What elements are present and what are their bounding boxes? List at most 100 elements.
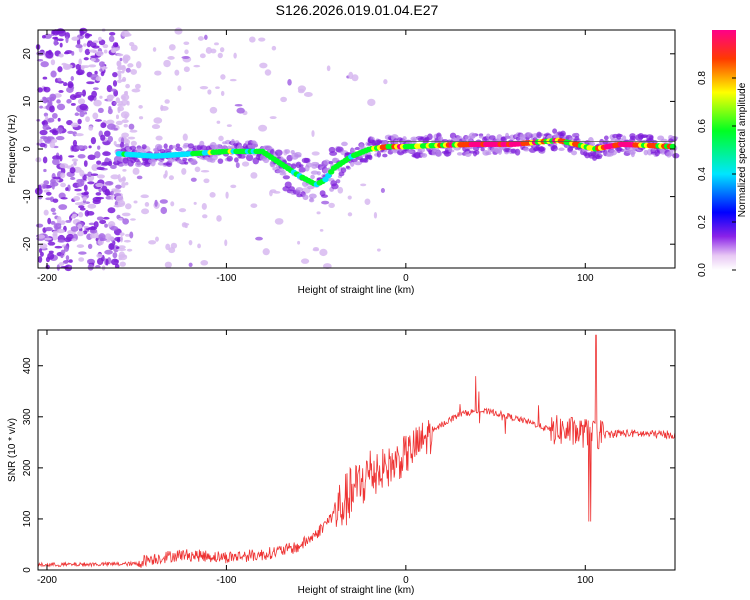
noise-speckle [209, 106, 218, 114]
y-tick-label: 200 [22, 459, 33, 476]
y-tick-label: 0 [22, 146, 33, 152]
noise-speckle [43, 168, 47, 173]
noise-speckle [87, 203, 97, 209]
noise-speckle [184, 224, 188, 229]
noise-speckle [50, 70, 57, 78]
noise-speckle [72, 139, 78, 147]
noise-speckle [177, 85, 182, 92]
noise-speckle [39, 129, 48, 136]
noise-speckle [124, 233, 131, 237]
noise-speckle [95, 50, 104, 57]
noise-speckle [215, 86, 220, 89]
colorbar-tick-label: 0.2 [697, 215, 708, 229]
noise-speckle [347, 212, 353, 217]
noise-speckle [39, 142, 46, 148]
noise-speckle [71, 238, 77, 242]
noise-speckle [94, 70, 98, 75]
track-halo [245, 154, 254, 162]
y-tick-label: 300 [22, 408, 33, 425]
track-halo [500, 136, 506, 141]
noise-speckle [79, 111, 85, 118]
track-halo [560, 130, 566, 137]
noise-speckle [117, 103, 126, 107]
noise-speckle [76, 182, 83, 187]
noise-speckle [241, 161, 250, 167]
noise-speckle [120, 111, 130, 119]
noise-speckle [128, 123, 135, 130]
noise-speckle [152, 47, 157, 52]
noise-speckle [367, 98, 376, 107]
noise-speckle [360, 183, 367, 187]
noise-speckle [44, 33, 52, 39]
x-tick-label: -200 [37, 273, 57, 284]
track-halo [252, 141, 258, 148]
track-halo [234, 157, 239, 163]
noise-speckle [319, 228, 324, 232]
noise-speckle [280, 96, 287, 103]
noise-speckle [121, 30, 130, 37]
track-halo [469, 135, 475, 139]
noise-speckle [233, 52, 237, 59]
noise-speckle [125, 67, 131, 73]
track-halo [616, 146, 622, 154]
track-halo [302, 194, 309, 201]
track-halo [630, 151, 635, 158]
noise-speckle [56, 99, 61, 104]
track-halo [648, 135, 654, 141]
noise-speckle [99, 219, 107, 225]
noise-speckle [101, 161, 110, 166]
noise-speckle [104, 223, 108, 228]
noise-speckle [97, 107, 104, 114]
noise-speckle [204, 34, 208, 40]
noise-speckle [86, 81, 95, 85]
track-halo [412, 138, 417, 144]
noise-speckle [194, 166, 201, 173]
noise-speckle [236, 107, 245, 114]
track-halo [184, 161, 189, 165]
track-halo [406, 150, 414, 154]
noise-speckle [84, 32, 90, 39]
noise-speckle [60, 172, 66, 179]
y-tick-label: 400 [22, 357, 33, 374]
noise-speckle [182, 133, 188, 141]
noise-speckle [49, 96, 55, 102]
noise-speckle [287, 78, 292, 86]
track-halo [310, 174, 315, 180]
track-halo [329, 151, 338, 156]
track-halo [298, 164, 304, 168]
track-halo [134, 161, 143, 168]
noise-speckle [58, 53, 64, 58]
noise-speckle [87, 40, 93, 43]
track-halo [295, 187, 304, 192]
noise-speckle [68, 259, 73, 263]
noise-speckle [78, 91, 84, 95]
noise-speckle [90, 173, 99, 176]
noise-speckle [203, 178, 210, 184]
noise-speckle [200, 170, 210, 173]
noise-speckle [74, 188, 82, 192]
noise-speckle [210, 48, 217, 54]
noise-speckle [312, 248, 320, 252]
noise-speckle [113, 140, 117, 146]
noise-speckle [183, 41, 190, 46]
noise-speckle [57, 29, 66, 37]
noise-speckle [50, 220, 56, 225]
noise-speckle [77, 223, 83, 229]
noise-speckle [55, 223, 62, 226]
track-halo [368, 154, 373, 161]
noise-speckle [83, 184, 88, 192]
track-halo [119, 141, 125, 149]
noise-speckle [110, 226, 119, 231]
noise-speckle [168, 175, 174, 181]
noise-speckle [122, 54, 131, 62]
track-halo [427, 133, 433, 141]
noise-speckle [155, 236, 159, 242]
noise-speckle [70, 215, 75, 219]
track-halo [505, 132, 510, 140]
noise-speckle [380, 188, 385, 193]
noise-speckle [70, 176, 76, 181]
noise-speckle [250, 172, 258, 179]
track-halo [298, 167, 306, 173]
noise-speckle [114, 263, 120, 269]
